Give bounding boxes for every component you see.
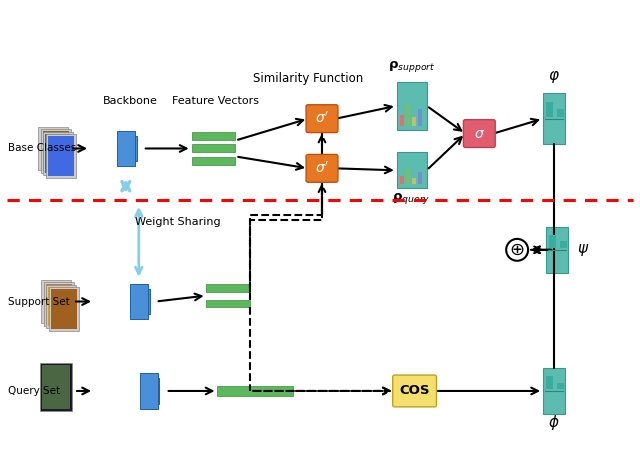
Text: Support Set: Support Set <box>8 296 70 307</box>
Bar <box>399 114 404 126</box>
Bar <box>44 282 74 326</box>
FancyArrowPatch shape <box>339 105 392 118</box>
Text: $\mathbf{\rho}_{support}$: $\mathbf{\rho}_{support}$ <box>388 59 435 75</box>
FancyArrowPatch shape <box>339 167 392 173</box>
FancyArrowPatch shape <box>253 387 390 394</box>
FancyArrowPatch shape <box>77 387 89 394</box>
Bar <box>46 285 76 328</box>
Text: $\oplus$: $\oplus$ <box>509 241 525 259</box>
Bar <box>191 145 236 153</box>
Bar <box>546 227 568 273</box>
Bar <box>549 235 556 248</box>
Bar <box>412 178 416 184</box>
Bar <box>41 280 71 323</box>
Bar <box>397 153 426 188</box>
Bar <box>49 287 79 331</box>
FancyArrowPatch shape <box>496 119 538 133</box>
Bar <box>48 286 74 326</box>
Text: $\sigma$: $\sigma$ <box>474 127 485 141</box>
Bar <box>191 158 236 165</box>
Text: Query Set: Query Set <box>8 386 61 396</box>
Bar <box>130 284 148 319</box>
FancyArrowPatch shape <box>238 157 303 170</box>
FancyArrowPatch shape <box>122 181 130 191</box>
FancyArrowPatch shape <box>319 136 325 212</box>
Bar <box>399 176 404 184</box>
FancyBboxPatch shape <box>306 105 338 132</box>
FancyArrowPatch shape <box>136 210 142 274</box>
Bar <box>45 134 76 178</box>
Bar <box>207 284 250 291</box>
FancyArrowPatch shape <box>73 145 85 152</box>
FancyArrowPatch shape <box>296 387 390 394</box>
FancyArrowPatch shape <box>533 247 551 253</box>
FancyBboxPatch shape <box>393 375 436 407</box>
FancyArrowPatch shape <box>159 294 202 301</box>
Bar <box>45 133 71 173</box>
Bar <box>560 242 567 248</box>
Bar <box>207 299 250 308</box>
FancyArrowPatch shape <box>533 247 551 253</box>
Bar <box>40 363 72 411</box>
Bar <box>417 110 422 126</box>
Bar <box>546 102 553 117</box>
Bar <box>397 82 426 130</box>
Text: $\psi$: $\psi$ <box>577 242 589 258</box>
FancyArrowPatch shape <box>429 107 461 131</box>
Bar <box>147 378 159 404</box>
FancyArrowPatch shape <box>76 298 89 305</box>
FancyArrowPatch shape <box>238 119 303 140</box>
Bar <box>43 131 68 171</box>
Bar <box>38 127 68 170</box>
Bar <box>51 289 77 329</box>
Bar <box>218 386 293 396</box>
Text: Backbone: Backbone <box>102 96 157 106</box>
Bar <box>406 168 410 184</box>
Text: $\phi$: $\phi$ <box>548 413 560 432</box>
Bar <box>412 117 416 126</box>
FancyArrowPatch shape <box>319 185 325 217</box>
Text: Weight Sharing: Weight Sharing <box>135 217 220 227</box>
Bar <box>124 136 136 162</box>
Text: $\sigma'$: $\sigma'$ <box>315 111 329 126</box>
Bar <box>546 376 553 389</box>
Bar <box>140 373 157 409</box>
Circle shape <box>506 239 528 261</box>
Text: $\mathbf{\rho}_{query}$: $\mathbf{\rho}_{query}$ <box>392 191 431 206</box>
FancyBboxPatch shape <box>306 154 338 182</box>
FancyArrowPatch shape <box>145 145 186 152</box>
FancyArrowPatch shape <box>429 137 461 168</box>
Bar <box>48 136 74 176</box>
Text: Base Classes: Base Classes <box>8 144 77 154</box>
Bar <box>557 110 564 117</box>
FancyArrowPatch shape <box>531 247 541 253</box>
Text: Similarity Function: Similarity Function <box>253 72 363 85</box>
Bar <box>543 93 565 145</box>
Bar <box>137 289 150 314</box>
FancyArrowPatch shape <box>437 387 538 394</box>
Bar <box>406 104 410 126</box>
FancyBboxPatch shape <box>463 119 495 147</box>
Text: $\sigma'$: $\sigma'$ <box>315 161 329 176</box>
Bar <box>117 131 135 167</box>
Text: $\varphi$: $\varphi$ <box>548 69 560 85</box>
Bar <box>41 129 70 173</box>
FancyArrowPatch shape <box>168 387 212 394</box>
Text: Feature Vectors: Feature Vectors <box>172 96 259 106</box>
Bar <box>417 172 422 184</box>
Bar <box>44 132 73 175</box>
Bar <box>191 132 236 140</box>
Bar <box>45 284 72 324</box>
Text: COS: COS <box>399 384 430 397</box>
Bar <box>557 383 564 389</box>
Bar <box>543 368 565 414</box>
Bar <box>42 365 70 409</box>
